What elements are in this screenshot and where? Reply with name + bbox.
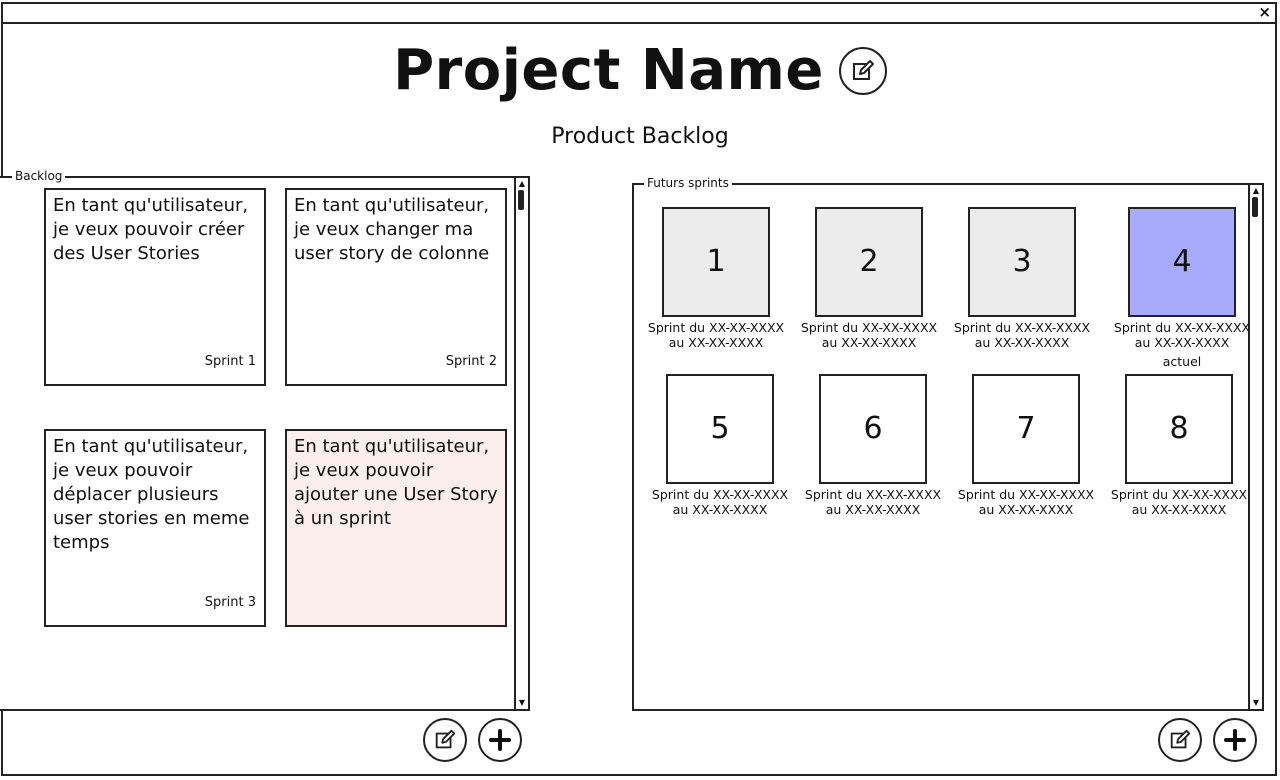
backlog-panel: Backlog En tant qu'utilisateur, je veux …: [0, 168, 530, 711]
scroll-up-icon[interactable]: ▲: [1252, 186, 1260, 195]
sprint-start: Sprint du XX-XX-XXXX: [1110, 487, 1248, 502]
scroll-thumb[interactable]: [1252, 197, 1258, 217]
sprint-dates: Sprint du XX-XX-XXXX au XX-XX-XXXX: [803, 487, 943, 517]
sprint-end: au XX-XX-XXXX: [672, 502, 768, 517]
backlog-scrollbar[interactable]: ▲ ▼: [514, 178, 528, 709]
sprint-card[interactable]: 1 Sprint du XX-XX-XXXX au XX-XX-XXXX: [646, 207, 786, 350]
sprint-card[interactable]: 3 Sprint du XX-XX-XXXX au XX-XX-XXXX: [952, 207, 1092, 350]
futures-scrollbar[interactable]: ▲ ▼: [1248, 185, 1262, 709]
sprint-end: au XX-XX-XXXX: [1131, 502, 1227, 517]
story-sprint-label: Sprint 3: [204, 595, 256, 610]
story-card[interactable]: En tant qu'utilisateur, je veux pouvoir …: [44, 188, 266, 386]
sprint-number: 8: [1125, 374, 1233, 484]
plus-icon: [489, 729, 512, 751]
edit-icon: [435, 729, 456, 749]
sprint-end: au XX-XX-XXXX: [974, 335, 1070, 350]
sprint-number: 2: [815, 207, 923, 317]
edit-icon: [1170, 729, 1191, 749]
sprint-start: Sprint du XX-XX-XXXX: [957, 487, 1095, 502]
sprints-actions: [1158, 718, 1258, 762]
futures-legend: Futurs sprints: [644, 175, 732, 191]
sprint-dates: Sprint du XX-XX-XXXX au XX-XX-XXXX: [1109, 487, 1249, 517]
edit-sprint-button[interactable]: [1158, 718, 1202, 762]
sprint-number: 6: [819, 374, 927, 484]
sprint-dates: Sprint du XX-XX-XXXX au XX-XX-XXXX: [646, 320, 786, 350]
story-text: En tant qu'utilisateur, je veux pouvoir …: [53, 436, 250, 553]
scroll-thumb[interactable]: [518, 190, 524, 210]
scroll-down-icon[interactable]: ▼: [1252, 698, 1260, 707]
sprint-dates: Sprint du XX-XX-XXXX au XX-XX-XXXX: [799, 320, 939, 350]
story-sprint-label: Sprint 1: [204, 354, 256, 369]
add-story-button[interactable]: [478, 718, 523, 762]
sprint-start: Sprint du XX-XX-XXXX: [953, 320, 1091, 335]
plus-icon: [1224, 729, 1247, 751]
current-sprint-badge: actuel: [1162, 354, 1202, 369]
sprint-number: 4: [1128, 207, 1236, 317]
sprint-card[interactable]: 7 Sprint du XX-XX-XXXX au XX-XX-XXXX: [956, 374, 1096, 517]
sprint-number: 3: [968, 207, 1076, 317]
sprint-number: 5: [666, 374, 774, 484]
project-header: Project Name: [0, 38, 1280, 108]
sprint-number: 7: [972, 374, 1080, 484]
sprint-dates: Sprint du XX-XX-XXXX au XX-XX-XXXX: [956, 487, 1096, 517]
story-text: En tant qu'utilisateur, je veux changer …: [294, 195, 490, 264]
story-text: En tant qu'utilisateur, je veux pouvoir …: [294, 436, 498, 529]
story-card[interactable]: En tant qu'utilisateur, je veux pouvoir …: [44, 429, 266, 627]
sprint-end: au XX-XX-XXXX: [668, 335, 764, 350]
sprint-start: Sprint du XX-XX-XXXX: [651, 487, 789, 502]
story-card[interactable]: En tant qu'utilisateur, je veux changer …: [285, 188, 507, 386]
sprint-end: au XX-XX-XXXX: [978, 502, 1074, 517]
sprint-card[interactable]: 2 Sprint du XX-XX-XXXX au XX-XX-XXXX: [799, 207, 939, 350]
page-subtitle: Product Backlog: [551, 124, 729, 149]
backlog-legend: Backlog: [12, 168, 66, 184]
close-icon[interactable]: ×: [1258, 3, 1271, 21]
edit-icon: [852, 59, 874, 80]
sprint-end: au XX-XX-XXXX: [821, 335, 917, 350]
sprint-start: Sprint du XX-XX-XXXX: [800, 320, 938, 335]
sprint-start: Sprint du XX-XX-XXXX: [1113, 320, 1251, 335]
add-sprint-button[interactable]: [1213, 718, 1258, 762]
backlog-actions: [423, 718, 523, 762]
scroll-down-icon[interactable]: ▼: [518, 698, 526, 707]
sprint-card[interactable]: 5 Sprint du XX-XX-XXXX au XX-XX-XXXX: [650, 374, 790, 517]
edit-story-button[interactable]: [423, 718, 467, 762]
story-card-highlighted[interactable]: En tant qu'utilisateur, je veux pouvoir …: [285, 429, 507, 627]
sprint-dates: Sprint du XX-XX-XXXX au XX-XX-XXXX: [650, 487, 790, 517]
sprint-dates: Sprint du XX-XX-XXXX au XX-XX-XXXX: [952, 320, 1092, 350]
sprint-end: au XX-XX-XXXX: [825, 502, 921, 517]
sprint-start: Sprint du XX-XX-XXXX: [804, 487, 942, 502]
project-name: Project Name: [393, 38, 824, 103]
sprint-number: 1: [662, 207, 770, 317]
sprint-start: Sprint du XX-XX-XXXX: [647, 320, 785, 335]
futures-sprints-panel: Futurs sprints 1 Sprint du XX-XX-XXXX au…: [632, 175, 1264, 711]
edit-project-name-button[interactable]: [838, 46, 887, 95]
story-sprint-label: Sprint 2: [445, 354, 497, 369]
sprint-end: au XX-XX-XXXX: [1134, 335, 1230, 350]
title-bar: ×: [3, 3, 1275, 24]
sprint-card-current[interactable]: 4 Sprint du XX-XX-XXXX au XX-XX-XXXX act…: [1112, 207, 1252, 369]
story-text: En tant qu'utilisateur, je veux pouvoir …: [53, 195, 249, 264]
scroll-up-icon[interactable]: ▲: [518, 179, 526, 188]
sprint-dates: Sprint du XX-XX-XXXX au XX-XX-XXXX: [1112, 320, 1252, 350]
sprint-card[interactable]: 6 Sprint du XX-XX-XXXX au XX-XX-XXXX: [803, 374, 943, 517]
sprint-card[interactable]: 8 Sprint du XX-XX-XXXX au XX-XX-XXXX: [1109, 374, 1249, 517]
